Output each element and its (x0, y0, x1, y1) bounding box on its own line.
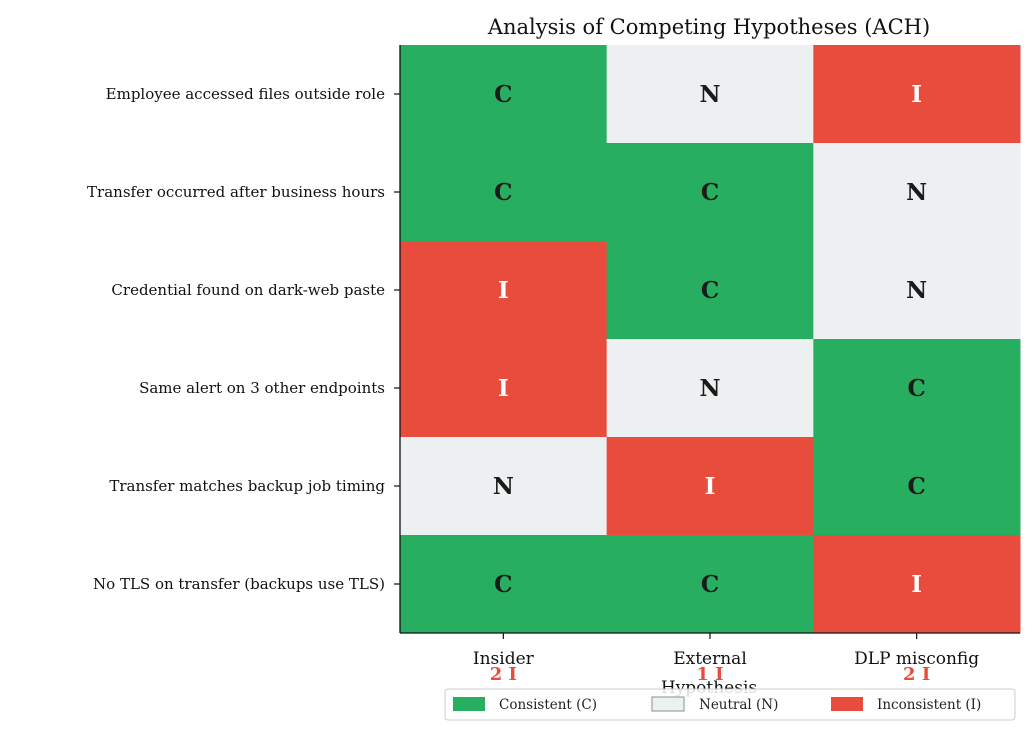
hypothesis-label: DLP misconfig (854, 649, 979, 669)
cell-value: I (498, 277, 509, 304)
cell-value: C (908, 375, 926, 402)
evidence-label: Transfer matches backup job timing (109, 477, 385, 495)
heatmap-cell (606, 339, 814, 438)
cell-value: C (701, 277, 719, 304)
heatmap-cell (813, 339, 1021, 438)
inconsistency-counts: 2 I 1 I 2 I (490, 664, 931, 685)
legend-label: Consistent (C) (499, 697, 597, 713)
heatmap-cell (400, 339, 608, 438)
heatmap-cell (400, 241, 608, 340)
hypothesis-label: Insider (473, 649, 535, 669)
cell-value: C (494, 571, 512, 598)
chart-title: Analysis of Competing Hypotheses (ACH) (487, 15, 930, 39)
evidence-label: Credential found on dark-web paste (111, 281, 385, 299)
heatmap-cell (400, 143, 608, 242)
heatmap-cell (813, 241, 1021, 340)
cell-value: C (908, 473, 926, 500)
legend-label: Inconsistent (I) (877, 697, 981, 713)
cell-value: I (911, 571, 922, 598)
legend-swatch (453, 697, 485, 711)
cell-value: N (906, 179, 927, 206)
cell-value: C (701, 179, 719, 206)
heatmap-cell (813, 143, 1021, 242)
cell-value: I (911, 81, 922, 108)
heatmap-cell (606, 437, 814, 536)
inconsistency-count: 2 I (490, 664, 517, 685)
evidence-label: Transfer occurred after business hours (87, 183, 385, 201)
heatmap-cell (606, 143, 814, 242)
inconsistency-count: 1 I (696, 664, 723, 685)
legend-frame (444, 688, 1016, 721)
cell-value: I (498, 375, 509, 402)
heatmap-cells: C N I C C N I C N I N C N I C C C I (400, 45, 1021, 634)
legend-swatch (831, 697, 863, 711)
cell-value: N (699, 81, 720, 108)
evidence-label: Employee accessed files outside role (106, 85, 385, 103)
heatmap-cell (606, 45, 814, 144)
heatmap-cell (400, 535, 608, 634)
legend-swatch (651, 696, 685, 712)
cell-value: C (494, 179, 512, 206)
evidence-label: Same alert on 3 other endpoints (139, 379, 385, 397)
evidence-label: No TLS on transfer (backups use TLS) (93, 575, 385, 593)
legend-label: Neutral (N) (699, 697, 778, 713)
legend: Consistent (C) Neutral (N) Inconsistent (I… (444, 688, 1016, 721)
heatmap-cell (813, 45, 1021, 144)
cell-value: N (699, 375, 720, 402)
hypothesis-label: External (673, 649, 747, 669)
inconsistency-count: 2 I (903, 664, 930, 685)
heatmap-cell (813, 437, 1021, 536)
heatmap-cell (606, 241, 814, 340)
cell-value: N (493, 473, 514, 500)
heatmap-cell (400, 45, 608, 144)
heatmap-cell (813, 535, 1021, 634)
cell-value: N (906, 277, 927, 304)
cell-value: C (494, 81, 512, 108)
evidence-labels: Employee accessed files outside role Tran… (87, 85, 400, 593)
hypothesis-labels: Insider External DLP misconfig (473, 633, 979, 669)
cell-value: C (701, 571, 719, 598)
cell-value: I (705, 473, 716, 500)
heatmap-cell (400, 437, 608, 536)
heatmap-cell (606, 535, 814, 634)
